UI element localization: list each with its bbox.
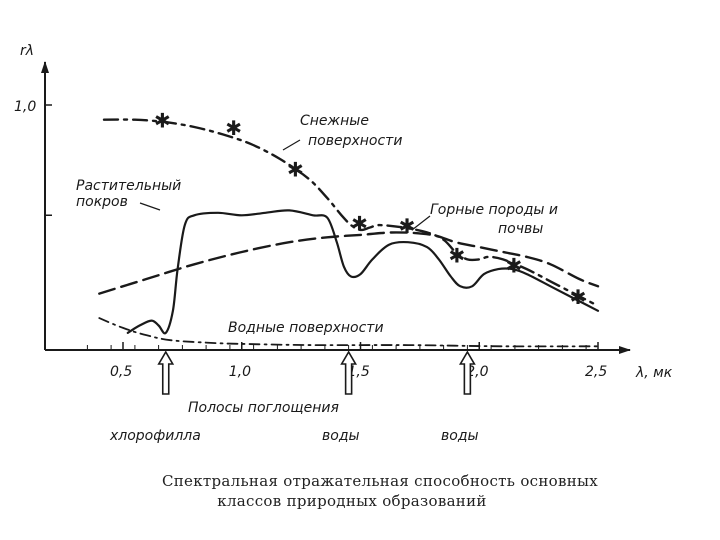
series-line-3: [98, 317, 599, 348]
x-tick-label-1: 1,0: [229, 364, 251, 380]
annotation-snow-leader: [282, 139, 301, 151]
series-0-star-marker-3: ✱: [351, 212, 368, 236]
absorption-arrow-0: [157, 350, 175, 395]
spectral-reflectance-chart: rλ λ, мк 0,5 1,0 1,5 2,0 2,5 1,0 ✱ ✱✱✱ ✱✱ ✱✱ Сн…: [14, 43, 673, 444]
annotation-snow: Снежные поверхности: [300, 113, 402, 149]
series-0-star-marker-2: ✱: [287, 158, 304, 182]
absorption-bands-title: Полосы поглощения: [188, 400, 339, 416]
series-0-star-marker-0: ✱: [154, 109, 171, 133]
svg-text:поверхности: поверхности: [308, 133, 402, 149]
series-line-2: [98, 231, 600, 295]
series-0-star-marker-6: ✱: [506, 253, 523, 277]
annotation-rock-soil: Горные породы и почвы: [430, 202, 558, 237]
series-layer: ✱ ✱✱✱ ✱✱ ✱✱: [98, 109, 600, 348]
annotation-vegetation: Растительный покров: [76, 178, 181, 210]
series-0-star-marker-5: ✱: [449, 243, 466, 267]
svg-text:Горные породы и: Горные породы и: [430, 202, 558, 218]
x-tick-label-3: 2,0: [466, 364, 488, 380]
band-label-chlorophyll: хлорофилла: [109, 428, 201, 444]
absorption-band-arrows: [157, 350, 476, 395]
x-tick-label-2: 1,5: [348, 364, 370, 380]
svg-text:Снежные: Снежные: [300, 113, 369, 129]
y-axis-label: rλ: [20, 43, 34, 59]
band-label-water-1: воды: [322, 428, 360, 444]
series-line-1: [126, 209, 600, 335]
absorption-arrow-2: [458, 350, 476, 395]
series-0-star-marker-1: ✱: [225, 116, 242, 140]
y-tick-label-0: 1,0: [14, 99, 36, 115]
figure-caption-line-1: Спектральная отражательная способность о…: [161, 472, 599, 490]
series-line-0: [102, 118, 595, 305]
absorption-arrow-1: [340, 350, 358, 395]
svg-text:покров: покров: [76, 194, 128, 210]
figure-caption-line-2: классов природных образований: [217, 492, 487, 510]
series-0-star-marker-4: ✱: [399, 214, 416, 238]
annotation-vegetation-leader: [139, 202, 161, 211]
x-axis-label: λ, мк: [635, 365, 673, 381]
svg-text:Растительный: Растительный: [76, 178, 181, 194]
annotation-rock-leader: [411, 215, 431, 231]
x-tick-label-4: 2,5: [585, 364, 607, 380]
band-label-water-2: воды: [441, 428, 479, 444]
svg-text:почвы: почвы: [498, 221, 543, 237]
y-axis-ticks: 1,0: [14, 99, 52, 216]
annotation-water: Водные поверхности: [228, 320, 384, 336]
x-tick-label-0: 0,5: [110, 364, 132, 380]
